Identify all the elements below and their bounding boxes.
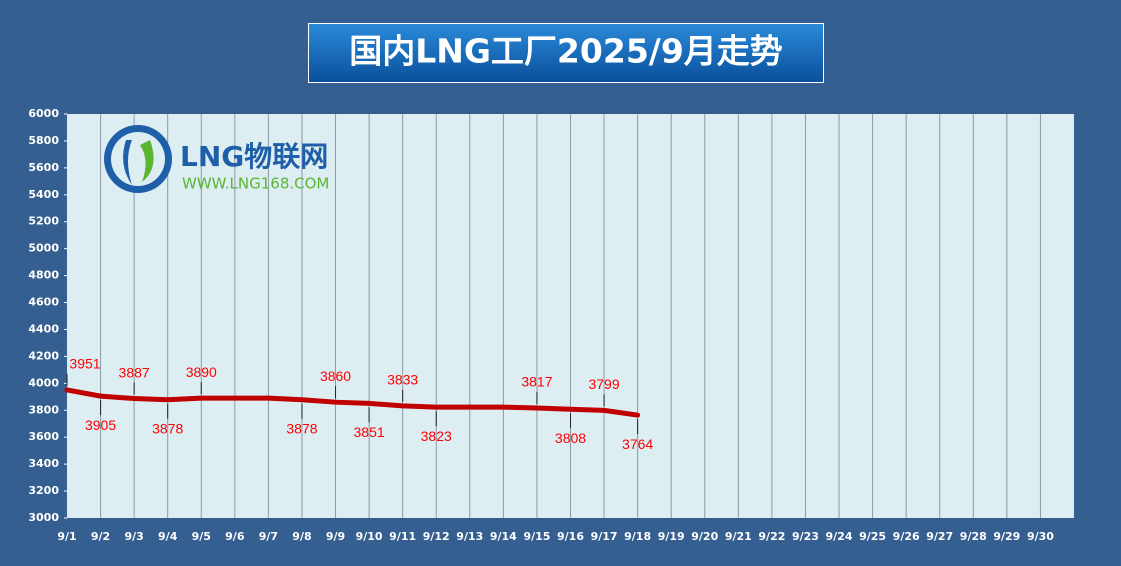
- data-label: 3833: [387, 372, 418, 388]
- x-tick-label: 9/27: [926, 530, 953, 543]
- y-tick-label: 4400: [28, 322, 59, 335]
- x-tick-label: 9/20: [691, 530, 718, 543]
- x-tick-label: 9/28: [960, 530, 987, 543]
- x-tick-label: 9/26: [893, 530, 920, 543]
- data-label: 3887: [119, 364, 150, 380]
- title-box: [308, 23, 824, 83]
- x-tick-label: 9/15: [523, 530, 550, 543]
- x-tick-label: 9/30: [1027, 530, 1054, 543]
- y-tick-label: 5400: [28, 188, 59, 201]
- y-tick-label: 4800: [28, 269, 59, 282]
- x-tick-label: 9/6: [225, 530, 245, 543]
- x-tick-label: 9/19: [658, 530, 685, 543]
- line: [64, 387, 641, 418]
- data-label: 3878: [286, 420, 317, 436]
- logo-icon: [111, 132, 165, 186]
- x-tick-label: 9/8: [292, 530, 311, 543]
- x-tick-label: 9/2: [91, 530, 110, 543]
- x-tick-label: 9/29: [993, 530, 1020, 543]
- data-label: 3878: [152, 420, 183, 436]
- y-tick-label: 5800: [28, 134, 59, 147]
- x-tick-label: 9/11: [389, 530, 416, 543]
- data-label: 3817: [521, 374, 552, 390]
- data-label: 3808: [555, 430, 586, 446]
- data-label: 3851: [354, 424, 385, 440]
- logo-name: LNG物联网: [180, 140, 328, 173]
- y-tick-label: 5200: [28, 215, 59, 228]
- y-tick-label: 5600: [28, 161, 59, 174]
- x-tick-label: 9/7: [259, 530, 278, 543]
- y-tick-label: 5000: [28, 242, 59, 255]
- x-tick-label: 9/1: [57, 530, 76, 543]
- x-tick-label: 9/3: [124, 530, 143, 543]
- x-tick-label: 9/24: [826, 530, 853, 543]
- y-tick-label: 3000: [28, 511, 59, 524]
- data-label: 3823: [421, 428, 452, 444]
- data-label: 3799: [588, 376, 619, 392]
- logo-url: WWW.LNG168.COM: [182, 175, 329, 193]
- y-tick-label: 3400: [28, 457, 59, 470]
- y-tick-label: 6000: [28, 107, 59, 120]
- chart-title: 国内LNG工厂2025/9月走势: [349, 32, 783, 71]
- data-label: 3860: [320, 368, 351, 384]
- x-tick-label: 9/4: [158, 530, 178, 543]
- y-tick-label: 4200: [28, 349, 59, 362]
- x-tick-label: 9/18: [624, 530, 651, 543]
- y-tick-label: 4600: [28, 296, 59, 309]
- x-tick-label: 9/14: [490, 530, 517, 543]
- y-tick-label: 4000: [28, 376, 59, 389]
- x-tick-label: 9/12: [423, 530, 450, 543]
- logo: LNG物联网 WWW.LNG168.COM: [104, 125, 329, 193]
- data-label: 3951: [69, 356, 100, 372]
- x-tick-label: 9/5: [192, 530, 211, 543]
- logo-icon: [140, 140, 154, 182]
- data-label: 3890: [186, 364, 217, 380]
- x-tick-label: 9/22: [758, 530, 785, 543]
- data-label: 3764: [622, 436, 653, 452]
- y-tick-label: 3600: [28, 430, 59, 443]
- x-tick-label: 9/17: [591, 530, 618, 543]
- y-tick-label: 3800: [28, 403, 59, 416]
- x-tick-label: 9/25: [859, 530, 886, 543]
- logo-icon: [123, 140, 132, 185]
- x-tick-label: 9/23: [792, 530, 819, 543]
- x-tick-label: 9/10: [356, 530, 383, 543]
- x-tick-label: 9/13: [456, 530, 483, 543]
- x-tick-label: 9/9: [326, 530, 345, 543]
- data-label: 3905: [85, 417, 116, 433]
- x-tick-label: 9/16: [557, 530, 584, 543]
- x-tick-label: 9/21: [725, 530, 752, 543]
- y-tick-label: 3200: [28, 484, 59, 497]
